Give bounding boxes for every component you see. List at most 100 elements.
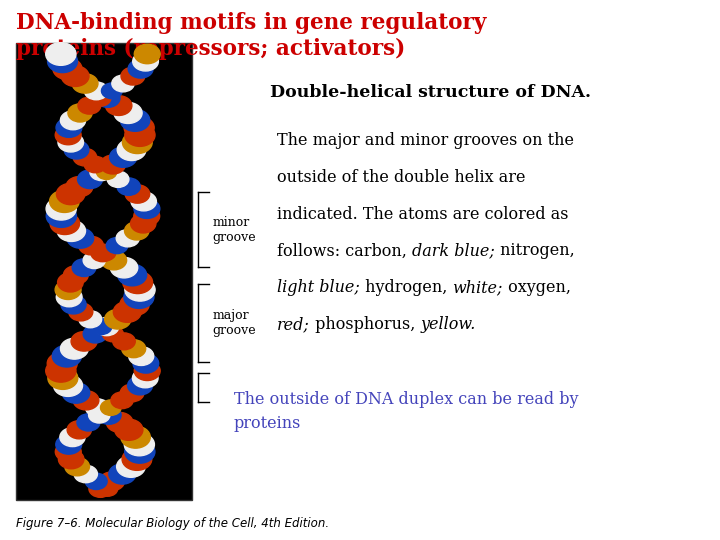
Circle shape (89, 407, 110, 423)
Text: yellow.: yellow. (420, 316, 476, 333)
Text: outside of the double helix are: outside of the double helix are (277, 169, 526, 186)
Circle shape (125, 441, 155, 463)
Circle shape (121, 67, 145, 85)
Text: hydrogen,: hydrogen, (360, 279, 452, 296)
Text: red;: red; (277, 316, 310, 333)
Circle shape (48, 352, 77, 375)
Text: white;: white; (452, 279, 503, 296)
Text: dark blue;: dark blue; (412, 242, 495, 259)
Circle shape (53, 375, 83, 396)
Circle shape (67, 228, 94, 248)
Circle shape (60, 111, 86, 130)
Circle shape (83, 252, 105, 268)
Circle shape (65, 457, 89, 476)
Circle shape (95, 245, 116, 261)
Circle shape (90, 90, 111, 106)
Circle shape (124, 117, 154, 139)
Circle shape (46, 43, 76, 65)
Circle shape (56, 118, 82, 137)
Circle shape (58, 133, 84, 152)
Circle shape (134, 361, 160, 381)
Circle shape (123, 271, 153, 294)
Circle shape (77, 414, 100, 431)
Circle shape (122, 448, 152, 470)
Circle shape (89, 480, 112, 497)
Circle shape (46, 205, 76, 227)
Circle shape (127, 376, 153, 395)
Circle shape (104, 309, 131, 329)
Circle shape (107, 238, 128, 254)
Circle shape (62, 383, 90, 403)
Circle shape (133, 354, 158, 373)
Circle shape (96, 89, 120, 107)
Circle shape (101, 400, 121, 415)
Circle shape (132, 369, 158, 388)
Circle shape (107, 171, 129, 187)
Circle shape (56, 183, 85, 205)
Circle shape (130, 214, 156, 233)
Text: The major and minor grooves on the: The major and minor grooves on the (277, 132, 575, 149)
Text: phosphorus,: phosphorus, (310, 316, 420, 333)
Text: major
groove: major groove (212, 309, 256, 336)
Circle shape (48, 50, 78, 72)
Circle shape (121, 426, 150, 448)
Circle shape (116, 230, 139, 247)
Circle shape (106, 96, 132, 116)
Circle shape (120, 294, 149, 315)
Circle shape (73, 148, 96, 166)
Circle shape (98, 481, 118, 496)
Text: DNA-binding motifs in gene regulatory
proteins (repressors; activators): DNA-binding motifs in gene regulatory pr… (16, 12, 486, 60)
Circle shape (109, 464, 136, 484)
Circle shape (90, 163, 113, 180)
Circle shape (61, 66, 89, 86)
Circle shape (60, 428, 85, 447)
Circle shape (101, 251, 127, 270)
Circle shape (91, 319, 112, 334)
Circle shape (57, 220, 86, 241)
Circle shape (131, 192, 156, 211)
Circle shape (58, 273, 84, 292)
Circle shape (122, 340, 145, 357)
Circle shape (73, 390, 99, 410)
Circle shape (134, 206, 160, 226)
Circle shape (117, 139, 146, 160)
Circle shape (96, 406, 121, 424)
Circle shape (125, 124, 155, 146)
Circle shape (91, 244, 114, 262)
Text: Double-helical structure of DNA.: Double-helical structure of DNA. (270, 84, 591, 100)
Text: Figure 7–6. Molecular Biology of the Cell, 4th Edition.: Figure 7–6. Molecular Biology of the Cel… (16, 517, 329, 530)
Circle shape (94, 318, 119, 336)
Circle shape (113, 301, 141, 322)
Circle shape (72, 74, 98, 93)
Circle shape (118, 264, 147, 286)
Circle shape (112, 75, 134, 92)
Circle shape (71, 332, 97, 351)
Circle shape (132, 52, 158, 71)
Circle shape (125, 433, 154, 456)
Circle shape (125, 279, 155, 301)
Circle shape (128, 59, 153, 78)
Circle shape (110, 258, 138, 278)
FancyBboxPatch shape (16, 43, 192, 500)
Circle shape (125, 185, 150, 203)
Circle shape (74, 465, 97, 483)
Circle shape (61, 295, 86, 314)
Circle shape (67, 421, 91, 439)
Circle shape (50, 190, 79, 212)
Circle shape (84, 156, 106, 173)
Circle shape (48, 367, 78, 389)
Circle shape (53, 58, 82, 79)
Circle shape (117, 456, 145, 477)
Circle shape (46, 198, 76, 220)
Circle shape (113, 333, 135, 350)
Circle shape (125, 222, 149, 240)
Circle shape (124, 286, 154, 308)
Circle shape (58, 450, 84, 469)
Circle shape (120, 109, 150, 131)
Circle shape (100, 155, 125, 174)
Circle shape (78, 170, 102, 188)
Circle shape (102, 83, 122, 99)
Circle shape (134, 199, 160, 218)
Text: nitrogen,: nitrogen, (495, 242, 575, 259)
Circle shape (102, 326, 123, 342)
